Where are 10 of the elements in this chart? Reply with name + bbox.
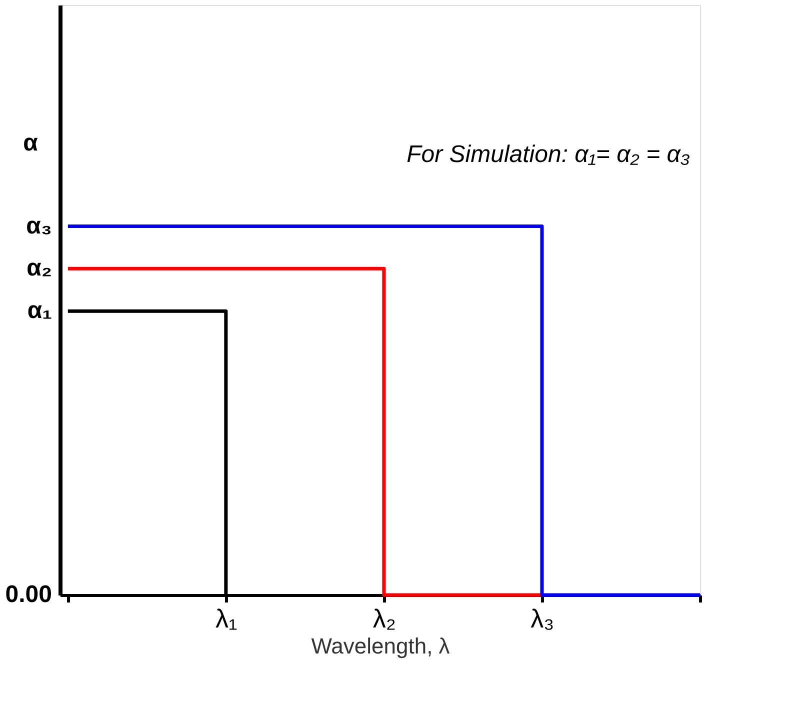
text: 0.00 xyxy=(5,581,52,608)
x-axis-title: Wavelength, λ xyxy=(311,634,450,658)
text: α₃ xyxy=(26,212,52,240)
text: For Simulation: α₁= α₂ = α₃ xyxy=(406,141,690,168)
text: α₂ xyxy=(26,254,52,282)
x-tick-label: λ₁ xyxy=(216,604,238,634)
y-axis-title: α xyxy=(23,130,38,156)
x-tick-label: λ₂ xyxy=(372,604,396,634)
text: α₁ xyxy=(27,297,52,324)
x-tick-label: λ₃ xyxy=(530,604,554,634)
